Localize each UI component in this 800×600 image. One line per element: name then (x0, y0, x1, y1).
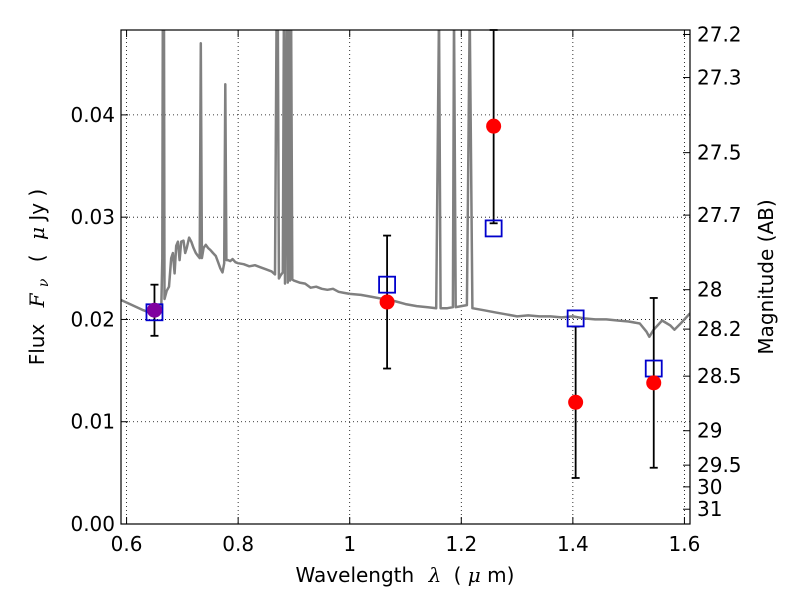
x-tick-label: 1 (343, 532, 356, 556)
x-tick-label: 1.6 (669, 532, 701, 556)
x-tick-label: 1.4 (557, 532, 589, 556)
y-tick-label: 0.01 (70, 410, 115, 434)
x-tick-label: 1.2 (445, 532, 477, 556)
observed-circle-marker (486, 118, 502, 134)
x-tick-label: 0.8 (222, 532, 254, 556)
magnitude-tick-label: 27.3 (697, 66, 742, 90)
y-axis-label-symbol: F (25, 292, 49, 308)
observed-circle-marker (568, 394, 584, 410)
observed-circle-marker (379, 294, 395, 310)
y-axis-label-text: Flux (25, 324, 49, 366)
y-tick-label: 0.00 (70, 512, 115, 536)
observed-circle-marker (646, 375, 662, 391)
x-axis-label-text: Wavelength (296, 563, 415, 587)
magnitude-tick-label: 28.2 (697, 317, 742, 341)
y-tick-label: 0.04 (70, 103, 115, 127)
x-axis-label-symbol: λ (428, 563, 442, 587)
observed-photometry-markers (146, 118, 662, 410)
y-tick-label: 0.03 (70, 205, 115, 229)
model-spectrum (121, 30, 690, 339)
right-axis-label: Magnitude (AB) (754, 199, 778, 354)
model-square-marker (378, 275, 396, 294)
y-tick-labels: 0.00 0.01 0.02 0.03 0.04 (70, 103, 115, 536)
magnitude-tick-label: 28 (697, 278, 722, 302)
axis-ticks (121, 30, 690, 525)
x-axis-label: Wavelength λ ( μ m) (296, 563, 515, 587)
magnitude-tick-label: 29 (697, 419, 722, 443)
y-tick-label: 0.02 (70, 307, 115, 331)
magnitude-tick-label: 27.2 (697, 22, 742, 46)
y-axis-label-mu: μ (25, 227, 49, 240)
y-axis-label-unit: Jy ) (25, 189, 49, 223)
y-axis-label: Flux F ν ( μ Jy ) (25, 189, 53, 366)
magnitude-tick-label: 31 (697, 497, 722, 521)
x-axis-label-unit: m) (487, 563, 514, 587)
x-axis-label-mu: μ (468, 563, 481, 587)
x-tick-label: 0.6 (111, 532, 143, 556)
plot-frame (120, 29, 691, 525)
magnitude-tick-label: 30 (697, 475, 722, 499)
model-square-marker (484, 219, 503, 238)
magnitude-tick-label: 28.5 (697, 364, 742, 388)
magnitude-tick-label: 27.5 (697, 141, 742, 165)
x-axis-label-paren: ( (454, 563, 462, 587)
y-axis-label-paren: ( (25, 254, 49, 262)
x-tick-labels: 0.6 0.8 1 1.2 1.4 1.6 (111, 532, 701, 556)
magnitude-tick-label: 29.5 (697, 453, 742, 477)
observed-circle-marker (146, 302, 162, 318)
y-axis-label-subscript: ν (36, 278, 52, 287)
spectrum-line (121, 30, 690, 339)
model-square-marker (566, 309, 585, 328)
magnitude-tick-label: 27.7 (697, 203, 742, 227)
